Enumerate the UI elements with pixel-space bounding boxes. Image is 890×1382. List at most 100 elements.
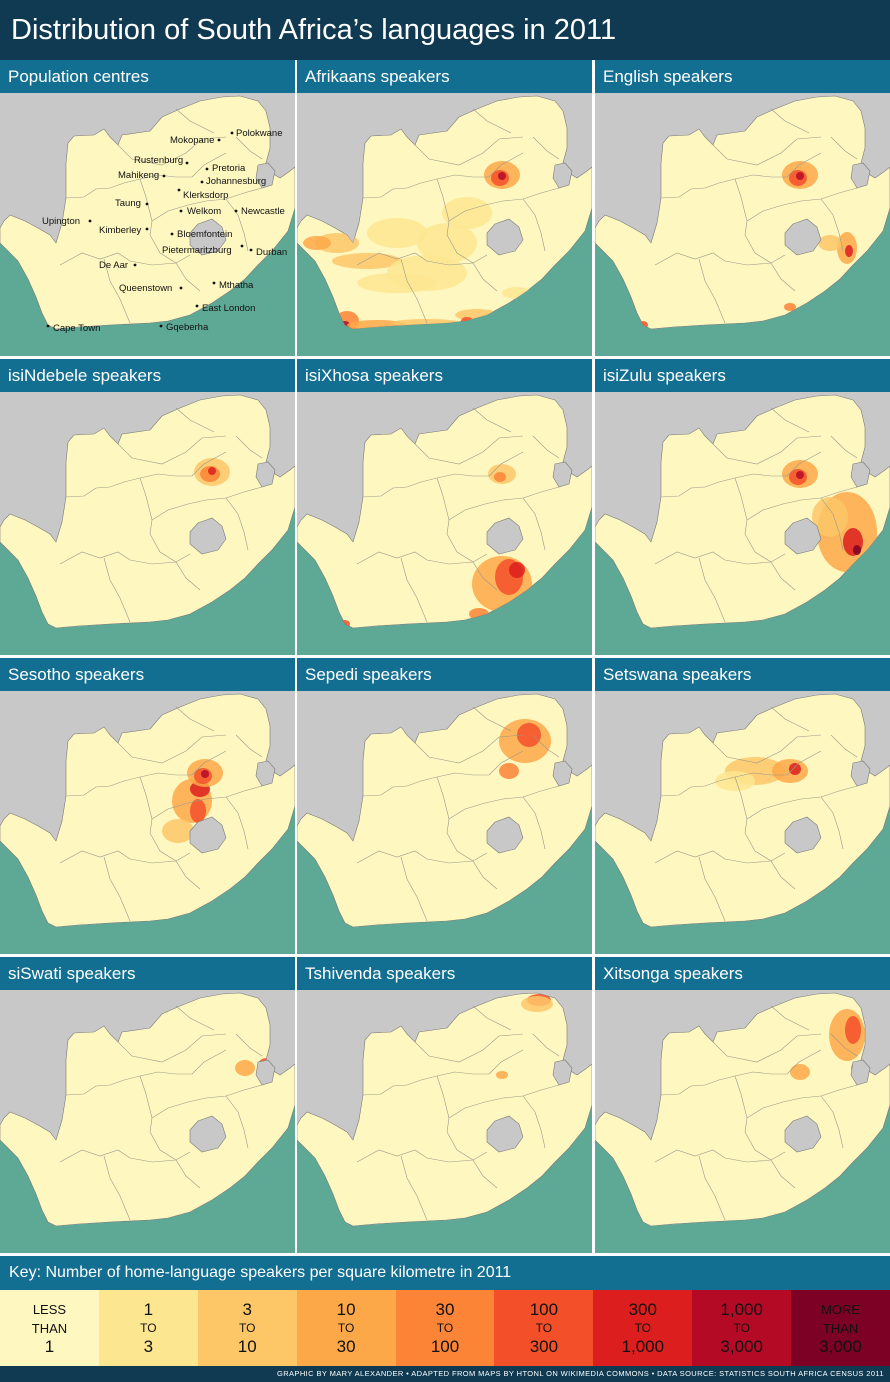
province-border	[704, 734, 822, 764]
land	[595, 693, 890, 928]
density-area	[387, 255, 467, 291]
density-area	[496, 1071, 508, 1079]
province-border	[472, 706, 512, 732]
land	[0, 95, 295, 330]
province-border	[786, 152, 822, 178]
legend-bin-label: 10	[237, 1336, 257, 1356]
province-border	[103, 1155, 131, 1221]
lesotho	[189, 816, 227, 854]
eswatini	[850, 461, 871, 488]
legend-bin-label: THAN	[822, 1320, 859, 1336]
legend-bin-label: THAN	[31, 1320, 68, 1336]
map-grid: Population centres Polokwane Mokopane Ruste…	[0, 60, 890, 1256]
land	[595, 992, 890, 1227]
legend-bin: 100 TO 300	[494, 1290, 594, 1366]
province-border	[400, 557, 428, 623]
city-label: East London	[202, 303, 255, 314]
city-dot	[185, 161, 189, 165]
south-africa-map	[595, 990, 890, 1253]
south-africa-map	[297, 93, 592, 356]
lesotho	[486, 816, 524, 854]
legend-bin-label: LESS	[32, 1301, 67, 1317]
ocean	[297, 806, 592, 954]
province-border	[660, 174, 787, 199]
province-border	[406, 734, 524, 764]
legend-bin-label: TO	[140, 1320, 157, 1335]
province-border	[704, 435, 822, 465]
legend-bin-label: TO	[634, 1320, 652, 1335]
legend-bin: 30 TO 100	[395, 1290, 495, 1366]
province-border	[362, 174, 489, 199]
province-border	[746, 187, 858, 222]
province-border	[660, 772, 787, 797]
province-border	[472, 407, 512, 433]
province-border	[488, 1049, 524, 1075]
province-border	[820, 497, 844, 551]
panel-title: Xitsonga speakers	[595, 957, 890, 990]
province-border	[786, 1049, 822, 1075]
city-dot	[179, 209, 183, 213]
density-area	[499, 763, 519, 779]
panel-title: siSwati speakers	[0, 957, 295, 990]
province-border	[175, 1005, 215, 1031]
province-border	[151, 1084, 263, 1119]
province-border	[103, 258, 131, 324]
province-border	[356, 850, 488, 864]
map-panel: Sesotho speakers	[0, 658, 295, 954]
legend-bin-label: 1,000	[720, 1299, 763, 1319]
province-border	[488, 750, 524, 776]
city-label: Durban	[256, 247, 287, 258]
panel-title: Setswana speakers	[595, 658, 890, 691]
city-dot	[177, 188, 181, 192]
land	[0, 394, 295, 629]
south-africa-map	[0, 392, 295, 655]
province-border	[698, 856, 726, 922]
panel-title: isiZulu speakers	[595, 359, 890, 392]
province-border	[532, 734, 560, 758]
province-border	[532, 1033, 560, 1057]
legend-bin: 1,000 TO 3,000	[692, 1290, 792, 1366]
province-border	[59, 252, 191, 266]
legend-bin: LESS THAN 1	[0, 1290, 99, 1366]
province-border	[103, 557, 131, 623]
city-label: Polokwane	[236, 128, 282, 139]
province-border	[734, 1075, 796, 1189]
city-dot	[162, 174, 166, 178]
legend-bin-label: TO	[239, 1320, 256, 1335]
province-border	[109, 136, 227, 166]
province-border	[406, 435, 524, 465]
city-dot	[200, 180, 204, 184]
province-border	[488, 152, 524, 178]
province-border	[654, 252, 786, 266]
legend-bin: 300 TO 1,000	[593, 1290, 693, 1366]
legend-bin-label: 10	[336, 1299, 356, 1319]
province-border	[400, 1155, 428, 1221]
city-dot	[240, 244, 244, 248]
province-border	[225, 198, 249, 252]
city-label: Klerksdorp	[183, 190, 228, 201]
legend-bin-label: 100	[430, 1336, 460, 1356]
map-panel: Xitsonga speakers	[595, 957, 890, 1253]
panel-title: isiNdebele speakers	[0, 359, 295, 392]
city-label: Mahikeng	[118, 170, 159, 181]
province-border	[820, 198, 844, 252]
city-label: Mthatha	[219, 280, 254, 291]
province-border	[225, 796, 249, 850]
city-dot	[88, 219, 92, 223]
province-border	[65, 174, 192, 199]
south-africa-map	[595, 392, 890, 655]
eswatini	[255, 162, 276, 189]
density-area	[494, 472, 506, 482]
density-area	[417, 223, 477, 263]
density-area	[201, 770, 209, 778]
province-border	[356, 1149, 488, 1163]
land	[297, 992, 592, 1227]
density-area	[208, 467, 216, 475]
province-border	[356, 551, 488, 565]
eswatini	[850, 760, 871, 787]
lesotho	[784, 517, 822, 555]
eswatini	[552, 461, 573, 488]
city-dot	[230, 131, 234, 135]
province-border	[734, 178, 796, 292]
city-dot	[212, 281, 216, 285]
